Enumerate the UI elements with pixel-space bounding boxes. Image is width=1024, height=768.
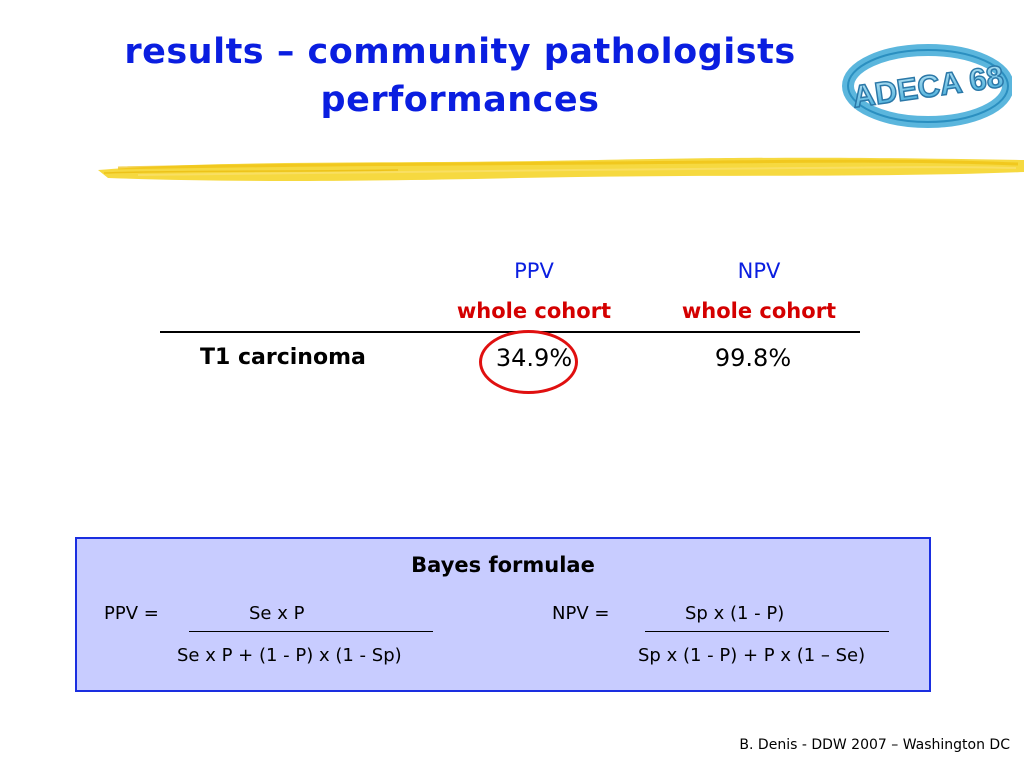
ppv-fraction-bar <box>189 631 433 632</box>
column-sublabel-npv: whole cohort <box>681 299 837 323</box>
bayes-title: Bayes formulae <box>411 553 595 577</box>
ppv-formula-lhs: PPV = <box>104 603 159 624</box>
column-label-npv: NPV <box>737 259 781 283</box>
ppv-formula-numerator: Se x P <box>249 603 305 624</box>
npv-formula-lhs: NPV = <box>552 603 610 624</box>
column-label-ppv: PPV <box>514 259 554 283</box>
slide-title-line-1: results – community pathologists <box>124 32 796 72</box>
column-sublabel-ppv: whole cohort <box>456 299 612 323</box>
slide-title: results – community pathologists perform… <box>60 28 860 124</box>
highlighter-stroke <box>98 157 1024 181</box>
bayes-formulae-box: Bayes formulae PPV = Se x P Se x P + (1 … <box>75 537 931 692</box>
ppv-formula-denominator: Se x P + (1 - P) x (1 - Sp) <box>177 645 402 666</box>
column-header-npv: NPV whole cohort <box>668 257 850 325</box>
slide-footer: B. Denis - DDW 2007 – Washington DC <box>739 737 1010 753</box>
row-label-t1-carcinoma: T1 carcinoma <box>200 345 366 370</box>
column-header-ppv: PPV whole cohort <box>444 257 624 325</box>
npv-formula-denominator: Sp x (1 - P) + P x (1 – Se) <box>638 645 866 666</box>
highlight-circle <box>479 330 578 394</box>
slide-title-line-2: performances <box>320 80 600 120</box>
adeca-logo: ADECA 68 <box>842 44 1012 128</box>
cell-npv-value: 99.8% <box>714 344 792 372</box>
npv-formula-numerator: Sp x (1 - P) <box>685 603 785 624</box>
npv-fraction-bar <box>645 631 889 632</box>
